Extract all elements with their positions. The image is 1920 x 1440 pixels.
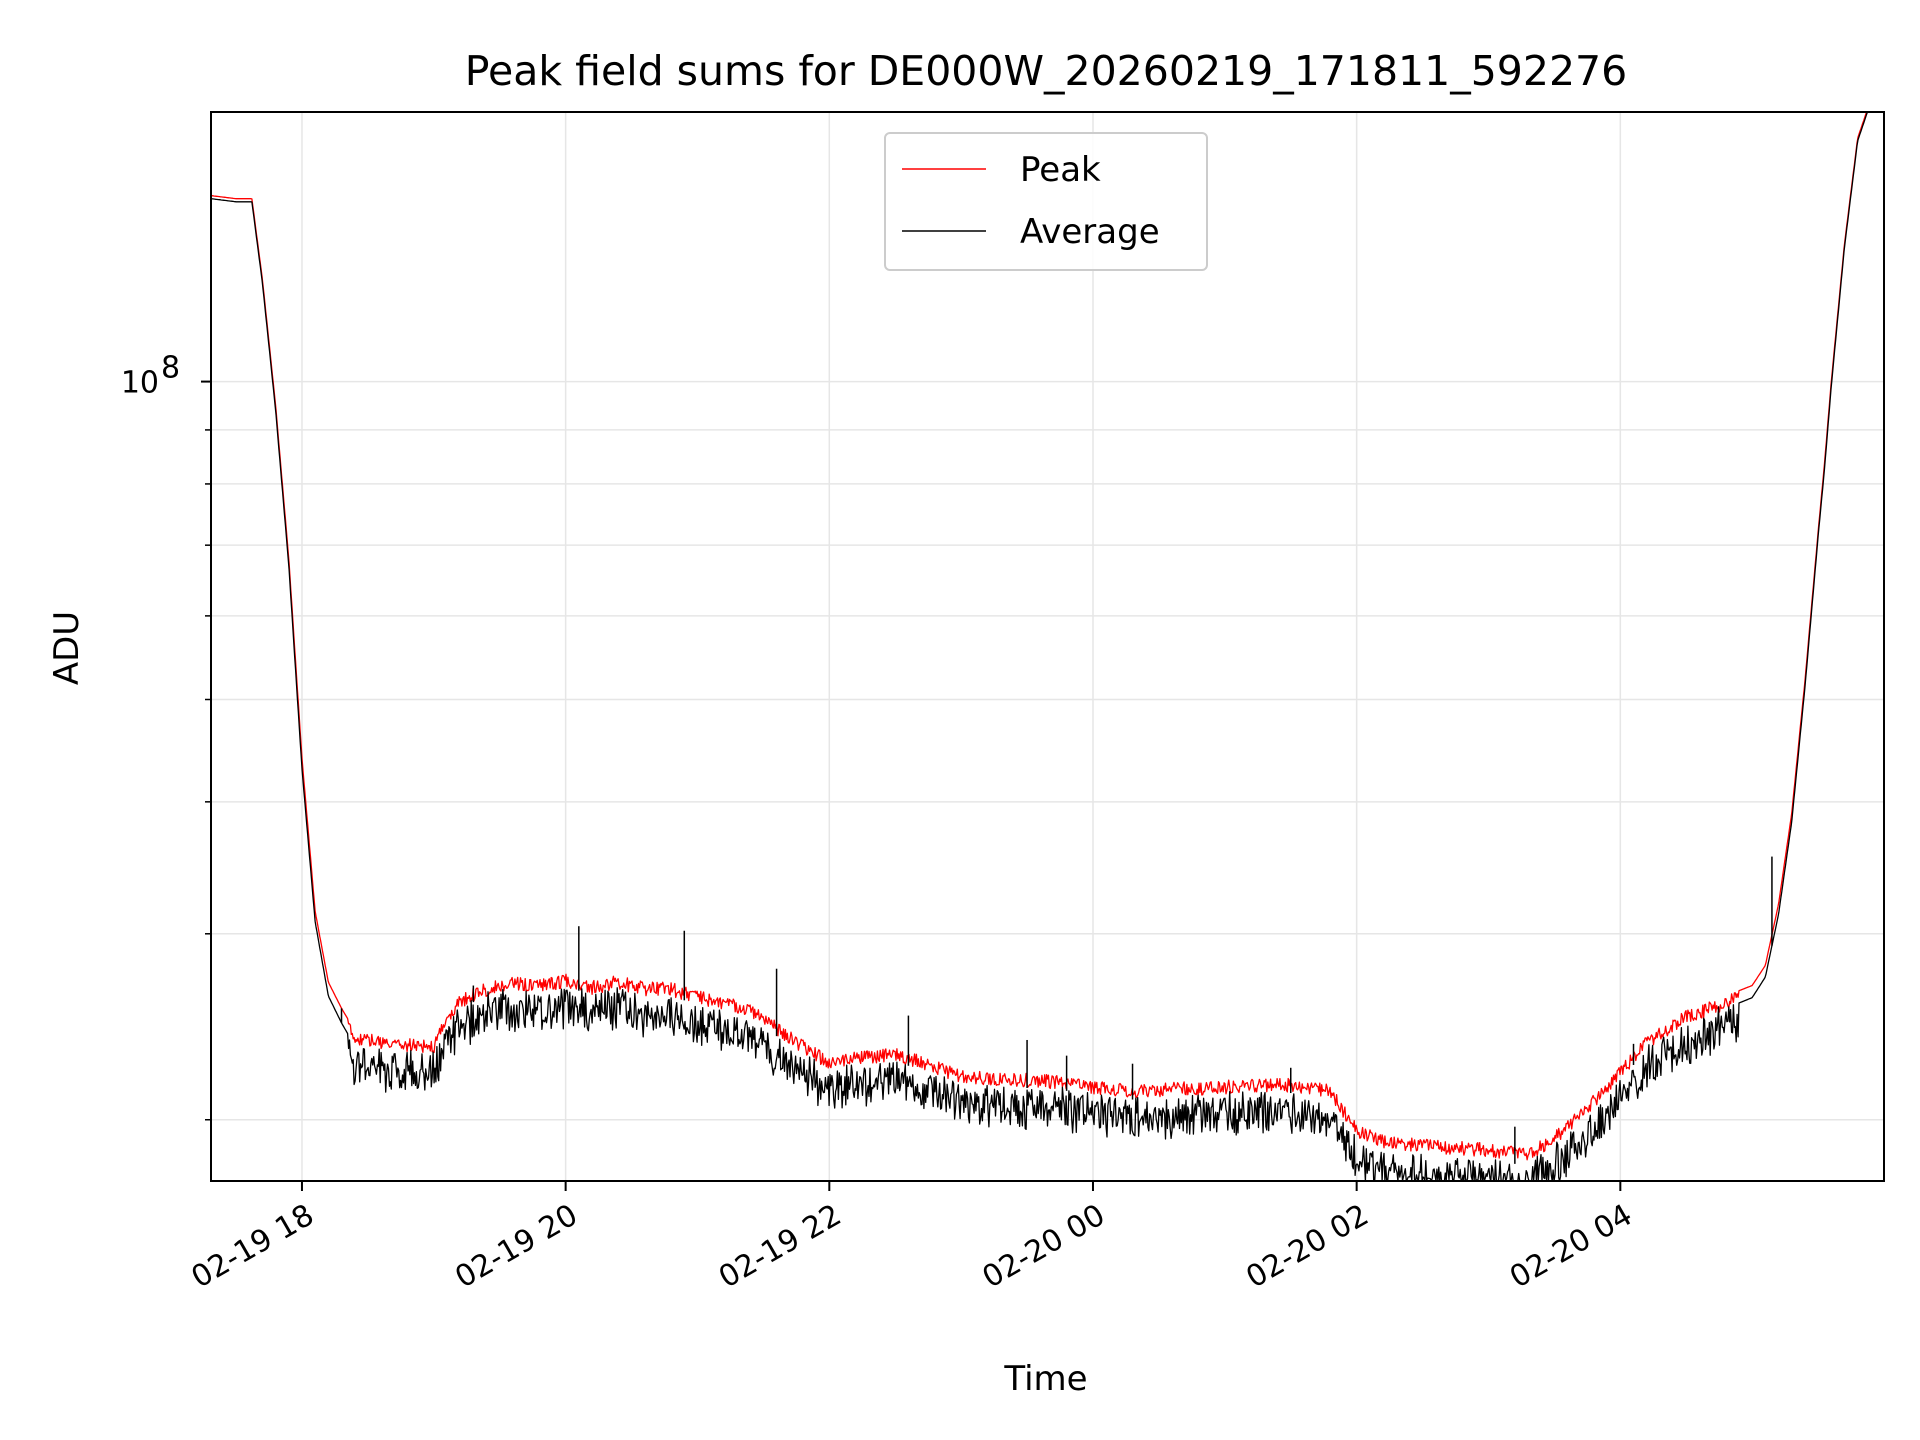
- x-axis-label: Time: [1003, 1359, 1087, 1399]
- grid-lines: [211, 112, 1884, 1181]
- chart-title: Peak field sums for DE000W_20260219_1718…: [465, 47, 1627, 95]
- x-tick-label: 02-20 02: [1240, 1198, 1374, 1296]
- y-tick-label: 10: [121, 366, 159, 401]
- x-tick-label: 02-19 22: [713, 1198, 847, 1296]
- plot-frame: [210, 111, 1885, 1182]
- series-line-average: [210, 111, 1884, 1182]
- x-tick-label: 02-19 18: [186, 1198, 320, 1296]
- y-tick-exponent: 8: [161, 351, 180, 386]
- legend: Peak Average: [884, 132, 1208, 271]
- x-tick-label: 02-19 20: [449, 1198, 583, 1296]
- legend-label-peak: Peak: [1020, 150, 1101, 190]
- x-tick-label: 02-20 04: [1504, 1198, 1638, 1296]
- series-line-peak: [210, 111, 1884, 1161]
- x-axis: 02-19 18 02-19 20 02-19 22 02-20 00 02-20 02…: [186, 1181, 1638, 1296]
- y-axis: 10 8: [121, 351, 211, 1121]
- data-series: [210, 111, 1884, 1182]
- legend-label-average: Average: [1020, 212, 1160, 252]
- y-axis-label: ADU: [47, 611, 87, 685]
- legend-box: [884, 132, 1208, 271]
- x-tick-label: 02-20 00: [977, 1198, 1111, 1296]
